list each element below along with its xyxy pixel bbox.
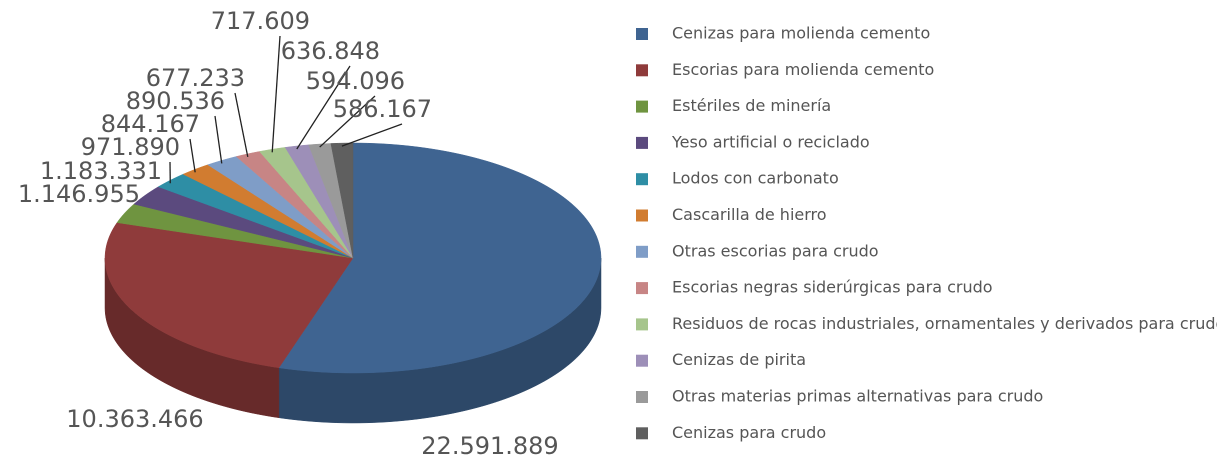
- legend-label: Yeso artificial o reciclado: [671, 132, 870, 151]
- data-label: 586.167: [333, 95, 432, 123]
- data-label: 971.890: [81, 133, 180, 161]
- data-label: 844.167: [101, 110, 200, 138]
- legend-swatch: [636, 173, 648, 186]
- pie-slice: [330, 142, 354, 259]
- legend-label: Lodos con carbonato: [672, 169, 839, 188]
- legend-swatch: [636, 28, 648, 40]
- legend-swatch: [636, 354, 648, 367]
- legend-label: Residuos de rocas industriales, ornament…: [672, 314, 1217, 333]
- legend-swatch: [636, 245, 648, 258]
- legend-label: Escorias para molienda cemento: [672, 60, 934, 79]
- legend-swatch: [636, 282, 648, 295]
- leader-line: [271, 35, 281, 153]
- data-label: 1.183.331: [40, 157, 162, 185]
- legend-label: Cenizas de pirita: [672, 350, 806, 369]
- pie-slice: [133, 186, 354, 259]
- data-label: 890.536: [126, 87, 225, 115]
- data-label: 10.363.466: [66, 405, 203, 433]
- legend-swatch: [636, 100, 648, 113]
- legend-label: Escorias negras siderúrgicas para crudo: [672, 278, 993, 297]
- data-label: 677.233: [146, 64, 245, 92]
- legend-label: Otras escorias para crudo: [672, 241, 879, 260]
- pie-slice: [278, 142, 602, 374]
- leader-line: [296, 65, 351, 150]
- legend-label: Estériles de minería: [672, 96, 831, 115]
- data-label: 22.591.889: [421, 432, 558, 460]
- leader-line: [234, 92, 249, 157]
- data-label: 636.848: [281, 37, 380, 65]
- leader-line: [214, 115, 223, 164]
- legend-swatch: [636, 318, 648, 331]
- leader-line: [189, 138, 196, 173]
- legend-label: Cascarilla de hierro: [672, 205, 827, 224]
- legend-label: Cenizas para molienda cemento: [672, 24, 930, 43]
- pie-slice: [116, 203, 354, 259]
- legend-swatch: [636, 427, 648, 440]
- data-label: 717.609: [211, 7, 310, 35]
- leader-line: [319, 95, 376, 148]
- leader-line: [341, 123, 403, 147]
- data-label: 594.096: [306, 67, 405, 95]
- legend-label: Cenizas para crudo: [672, 423, 826, 442]
- legend-label: Otras materias primas alternativas para …: [672, 387, 1043, 406]
- data-label: 1.146.955: [18, 180, 140, 208]
- legend-swatch: [636, 209, 648, 222]
- legend-swatch: [636, 391, 648, 403]
- pie-slice: [104, 222, 354, 369]
- legend-swatch: [636, 136, 648, 149]
- legend-swatch: [636, 64, 648, 77]
